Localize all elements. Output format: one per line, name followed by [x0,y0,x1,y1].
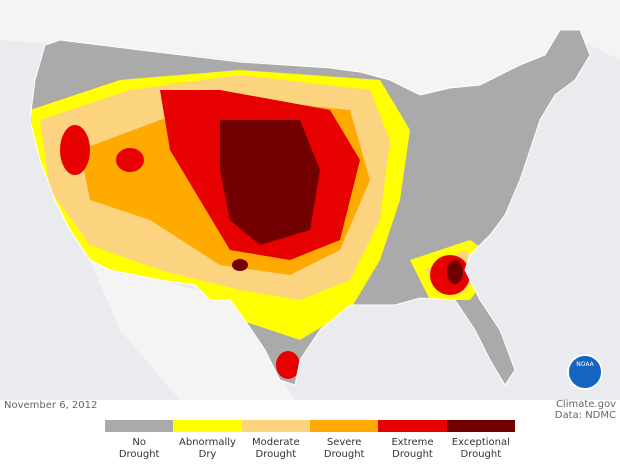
legend-label: No Drought [118,437,160,460]
noaa-logo [567,354,603,390]
source: Data: NDMC [554,410,616,421]
legend-swatch [173,420,242,432]
legend-label: Moderate Drought [252,437,300,460]
credit: Climate.gov [555,399,616,410]
legend-label: Abnormally Dry [179,437,236,460]
legend-swatch [446,420,515,432]
mexico [90,260,295,400]
canada [0,0,620,95]
legend-swatch [378,420,447,432]
legend-label: Severe Drought [323,437,365,460]
map: NOAA [0,0,620,400]
legend-label: Extreme Drought [391,437,434,460]
date: November 6, 2012 [4,400,98,411]
legend-label: Exceptional Drought [451,437,510,460]
legend-swatch [310,420,379,432]
logo-text: NOAA [576,361,594,368]
legend-swatch [241,420,310,432]
legend-swatch [105,420,174,432]
